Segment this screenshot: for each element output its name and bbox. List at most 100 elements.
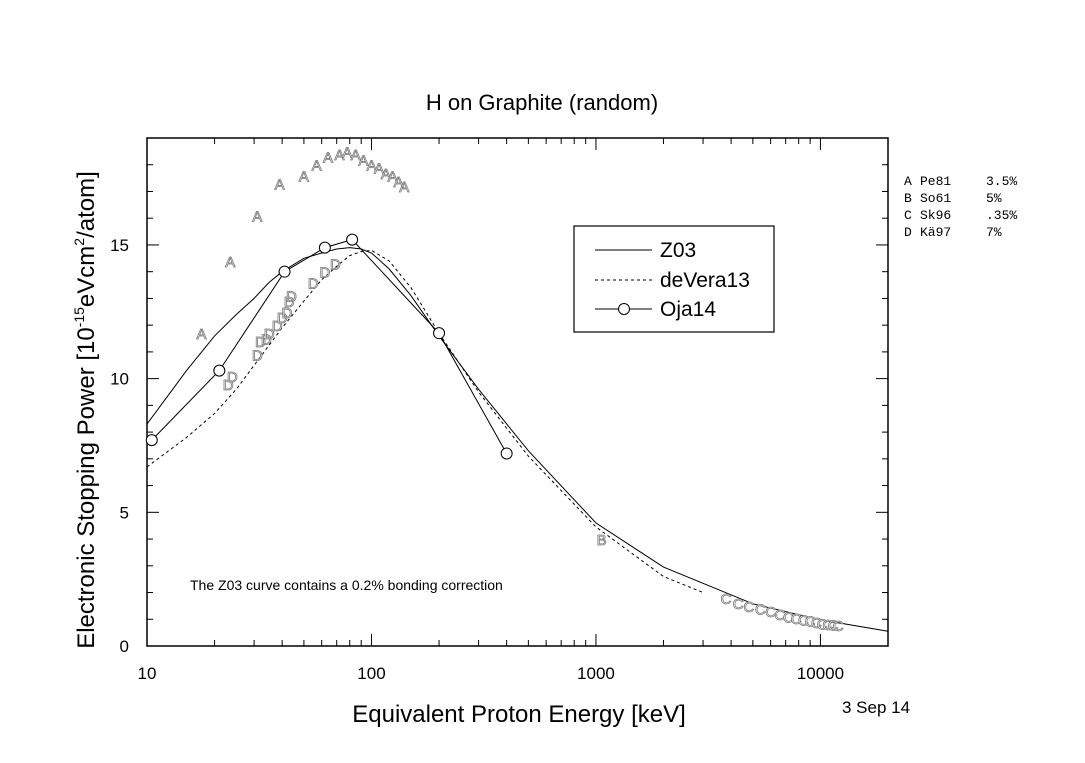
- experimental-point-sk96: C: [811, 615, 822, 632]
- ref-error: .35%: [986, 208, 1017, 223]
- experimental-point-kä97: D: [281, 305, 292, 322]
- experimental-point-sk96: C: [817, 616, 828, 633]
- axis-ticks: [146, 137, 889, 647]
- y-label-squared: 2: [71, 238, 87, 246]
- experimental-point-pe81: A: [252, 209, 262, 226]
- ref-name: Kä97: [920, 225, 951, 240]
- x-tick-label: 1000: [577, 664, 615, 683]
- y-tick-label: 5: [120, 503, 129, 522]
- series-line-z03: [146, 247, 889, 632]
- experimental-point-pe81: A: [312, 158, 322, 175]
- experimental-point-kä97: D: [261, 332, 272, 349]
- experimental-point-kä97: D: [308, 275, 319, 292]
- experimental-point-pe81: A: [381, 166, 391, 183]
- y-label-part-1: Electronic Stopping Power [10: [73, 327, 100, 649]
- experimental-point-pe81: A: [394, 174, 404, 191]
- data-point-oja14: [278, 265, 291, 278]
- legend-label-oja14: Oja14: [660, 298, 716, 321]
- experimental-point-sk96: C: [828, 618, 839, 635]
- ref-letter: D: [904, 225, 912, 240]
- y-tick-label: 10: [110, 370, 129, 389]
- reference-key: A Pe81 3.5% B So61 5% C Sk96 .35% D Kä97 7%: [904, 174, 1017, 240]
- experimental-point-sk96: C: [721, 591, 732, 608]
- experimental-point-pe81: A: [366, 158, 376, 175]
- legend-label-z03: Z03: [660, 239, 696, 262]
- experimental-point-sk96: C: [774, 607, 785, 624]
- data-point-oja14: [213, 364, 226, 377]
- legend-label-devera13: deVera13: [660, 269, 750, 292]
- data-point-oja14: [433, 327, 446, 340]
- experimental-point-pe81: A: [275, 176, 285, 193]
- experimental-point-kä97: D: [255, 334, 266, 351]
- experimental-point-pe81: A: [342, 144, 352, 161]
- ref-name: So61: [920, 191, 951, 206]
- legend-box: [573, 225, 775, 333]
- experimental-point-so61: B: [597, 532, 607, 549]
- plot-frame: [146, 137, 889, 647]
- experimental-point-kä97: D: [227, 369, 238, 386]
- experimental-point-sk96: C: [833, 618, 844, 635]
- date-label: 3 Sep 14: [842, 698, 910, 717]
- experimental-point-sk96: C: [805, 614, 816, 631]
- experimental-point-kä97: D: [286, 289, 297, 306]
- experimental-point-kä97: D: [272, 318, 283, 335]
- experimental-point-kä97: D: [284, 294, 295, 311]
- ref-letter: C: [904, 208, 912, 223]
- ref-error: 5%: [986, 191, 1002, 206]
- experimental-point-pe81: A: [225, 254, 235, 271]
- ref-error: 7%: [986, 225, 1002, 240]
- experimental-point-pe81: A: [351, 147, 361, 164]
- experimental-point-pe81: A: [197, 326, 207, 343]
- legend-marker-oja14: [618, 303, 630, 315]
- curves: [145, 233, 889, 632]
- y-tick-label: 0: [120, 637, 129, 656]
- legend: Z03 deVera13 Oja14: [573, 225, 775, 333]
- ref-letter: B: [904, 191, 912, 206]
- y-axis-label: Electronic Stopping Power [10-15eVcm2/at…: [71, 171, 100, 649]
- experimental-point-sk96: C: [743, 599, 754, 616]
- y-label-part-2: eVcm: [73, 246, 100, 307]
- experimental-point-sk96: C: [791, 611, 802, 628]
- experimental-point-kä97: D: [252, 348, 263, 365]
- chart-title: H on Graphite (random): [426, 90, 658, 115]
- experimental-point-kä97: D: [330, 257, 341, 274]
- ref-error: 3.5%: [986, 174, 1017, 189]
- x-tick-label: 10000: [797, 664, 844, 683]
- ref-letter: A: [904, 174, 912, 189]
- experimental-point-pe81: A: [299, 168, 309, 185]
- y-tick-label: 15: [110, 236, 129, 255]
- y-tick-labels: 0 5 10 15: [110, 236, 129, 656]
- data-point-oja14: [145, 434, 158, 447]
- y-label-exponent: -15: [71, 307, 87, 327]
- experimental-point-pe81: A: [323, 150, 333, 167]
- ref-name: Pe81: [920, 174, 951, 189]
- experimental-point-sk96: C: [733, 596, 744, 613]
- experimental-point-sk96: C: [755, 602, 766, 619]
- experimental-point-pe81: A: [358, 152, 368, 169]
- experimental-point-pe81: A: [374, 160, 384, 177]
- experimental-point-kä97: D: [264, 326, 275, 343]
- data-point-oja14: [318, 241, 331, 254]
- experimental-point-kä97: D: [223, 377, 234, 394]
- x-tick-label: 100: [357, 664, 385, 683]
- experimental-point-sk96: C: [783, 610, 794, 627]
- experimental-point-pe81: A: [399, 179, 409, 196]
- x-axis-label: Equivalent Proton Energy [keV]: [352, 701, 686, 728]
- x-tick-label: 10: [138, 664, 157, 683]
- y-label-part-3: /atom]: [73, 171, 100, 238]
- experimental-point-pe81: A: [387, 168, 397, 185]
- data-point-oja14: [500, 447, 513, 460]
- series-line-devera13: [146, 249, 704, 593]
- experimental-point-pe81: A: [334, 147, 344, 164]
- ref-name: Sk96: [920, 208, 951, 223]
- experimental-point-sk96: C: [823, 617, 834, 634]
- experimental-point-kä97: D: [277, 310, 288, 327]
- bonding-note: The Z03 curve contains a 0.2% bonding co…: [190, 577, 503, 593]
- experimental-point-kä97: D: [319, 265, 330, 282]
- x-tick-labels: 10 100 1000 10000: [138, 664, 845, 683]
- data-point-oja14: [346, 233, 359, 246]
- experimental-point-sk96: C: [765, 604, 776, 621]
- experimental-point-sk96: C: [798, 612, 809, 629]
